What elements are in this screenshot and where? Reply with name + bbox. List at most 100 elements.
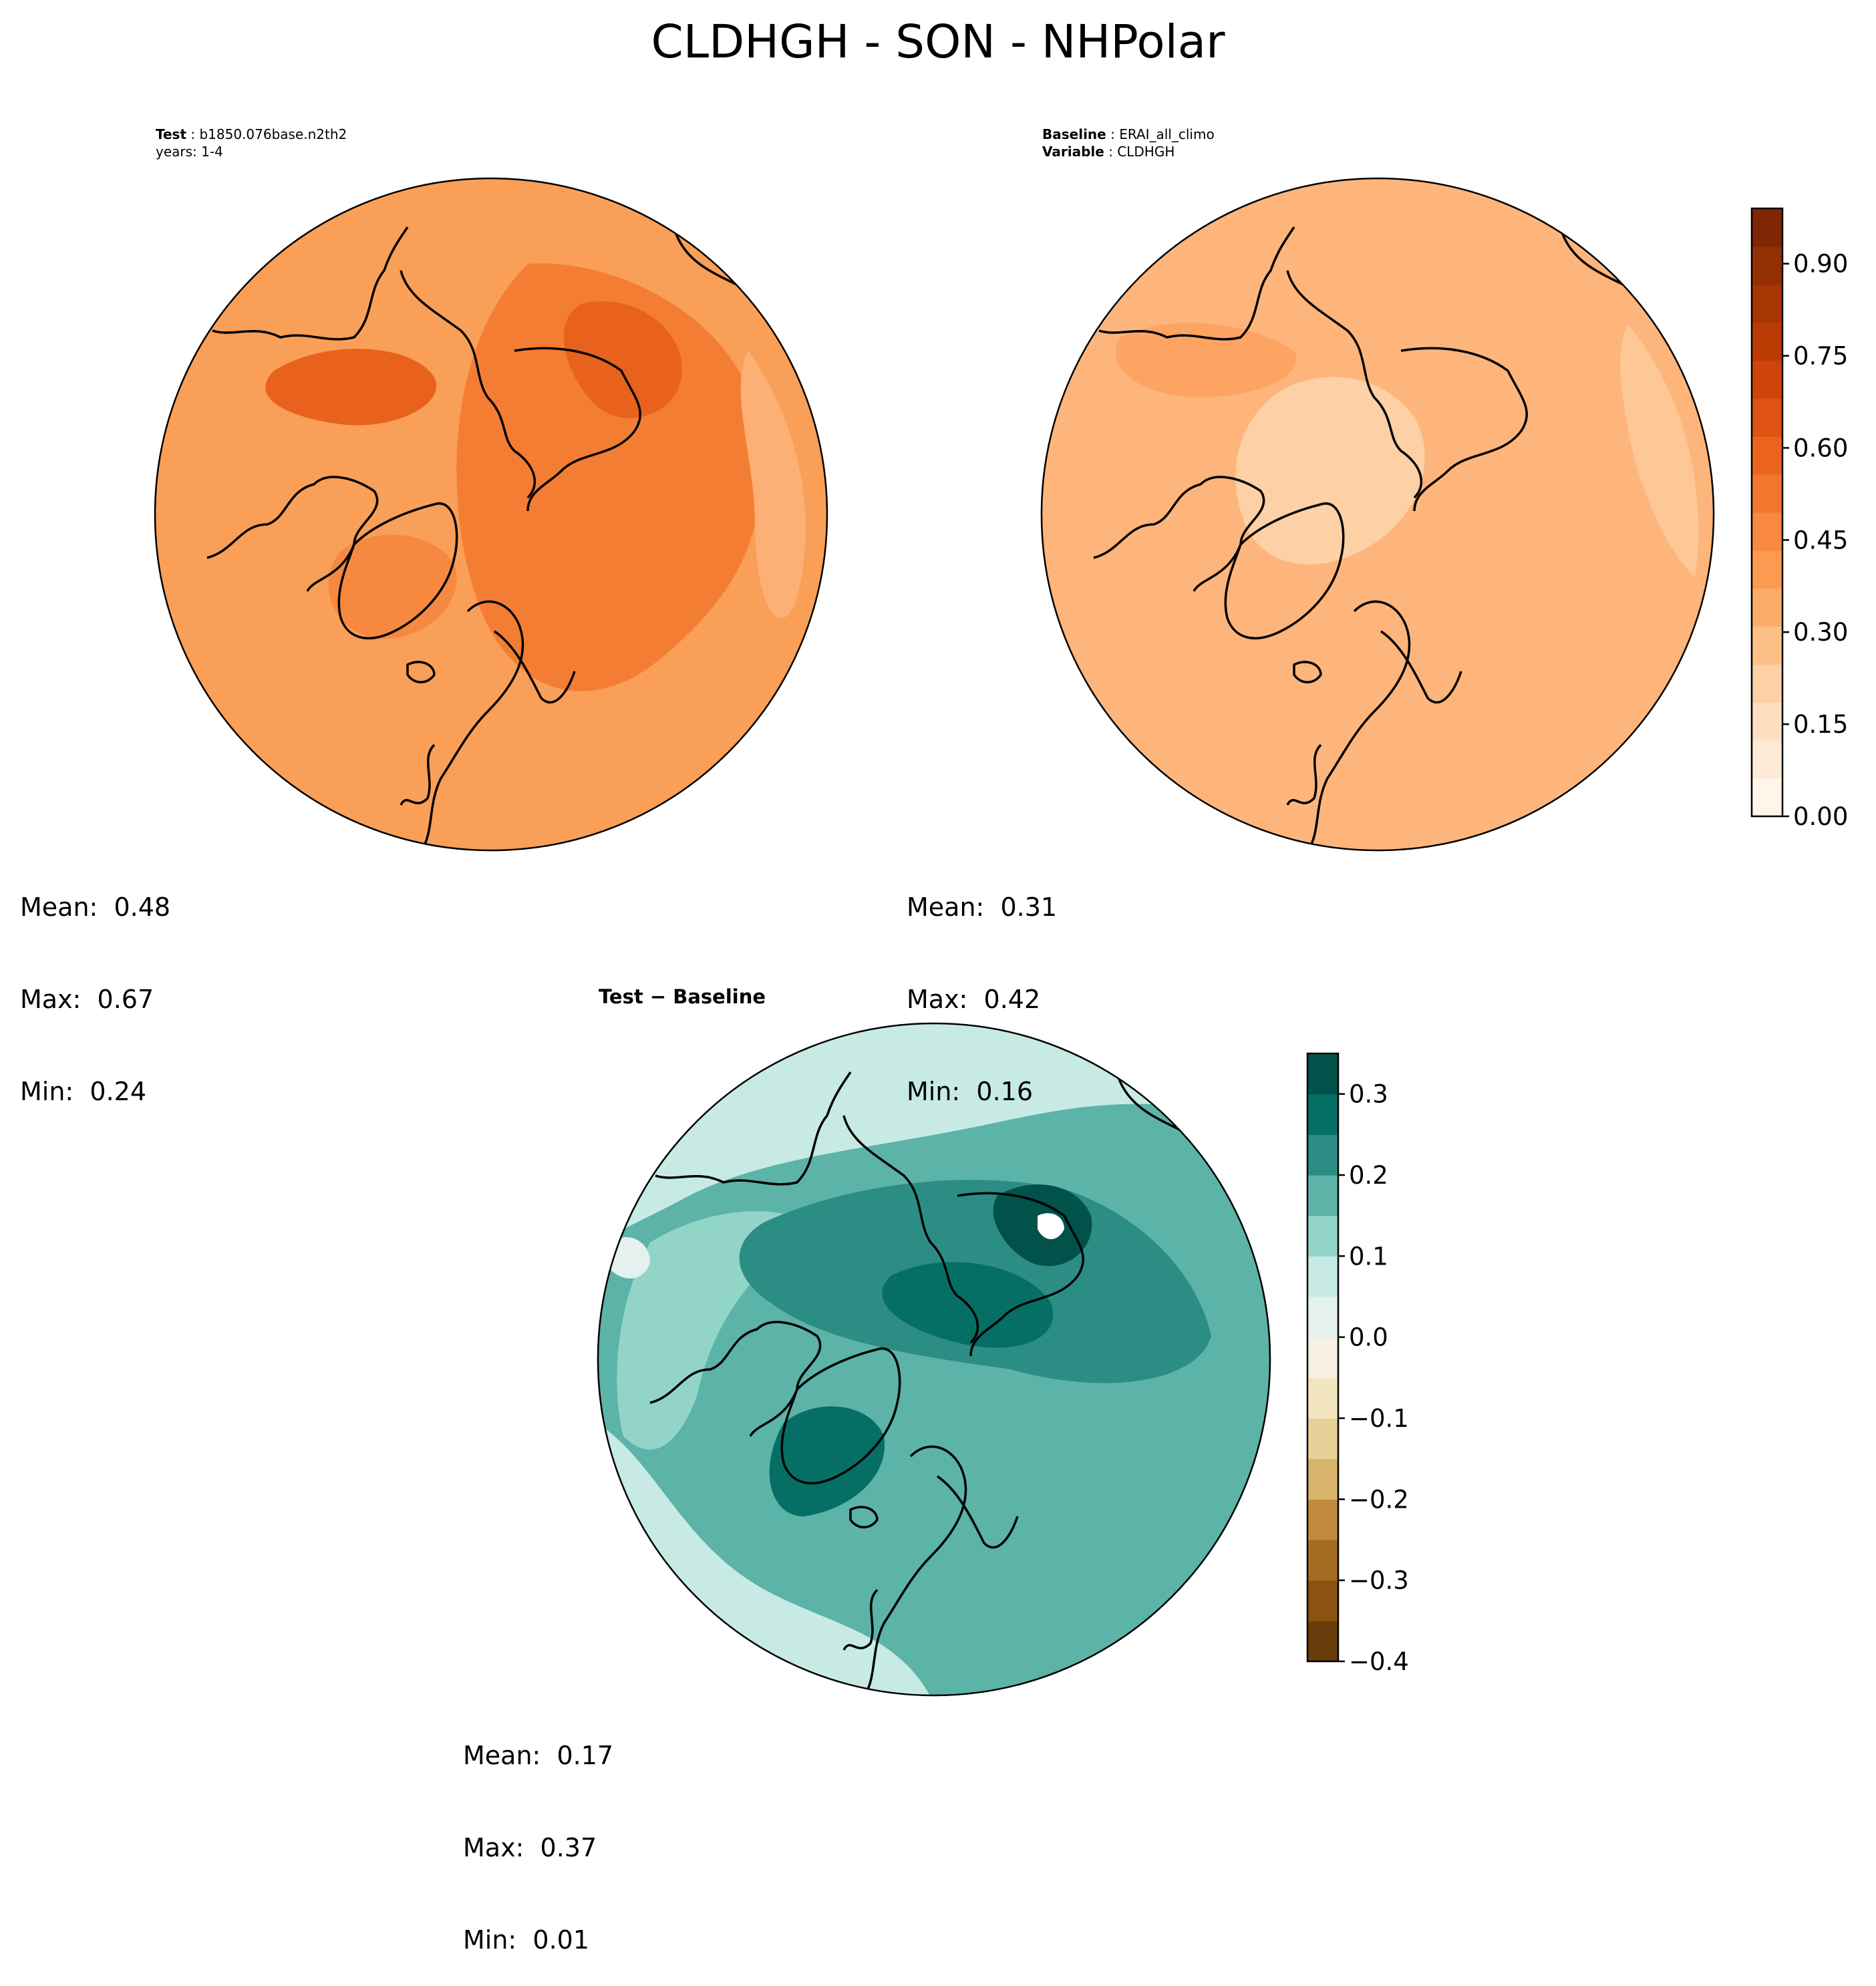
diff-colorbar-color-14 bbox=[1307, 1053, 1338, 1095]
test-stats: Mean: 0.48 Max: 0.67 Min: 0.24 bbox=[20, 830, 170, 1138]
test-region-edge-light bbox=[740, 351, 806, 619]
baseline-max: Max: 0.42 bbox=[907, 985, 1041, 1014]
diff-region-blank bbox=[1038, 1213, 1064, 1239]
main-colorbar-color-4 bbox=[1752, 626, 1782, 665]
main-colorbar-tick-label-6: 0.90 bbox=[1793, 250, 1848, 279]
diff-region-outer-mid bbox=[617, 1211, 810, 1450]
diff-colorbar-color-11 bbox=[1307, 1175, 1338, 1216]
test-map-border bbox=[154, 177, 828, 852]
main-colorbar-tick-label-1: 0.15 bbox=[1793, 710, 1848, 739]
variable-label: Variable bbox=[1042, 144, 1104, 160]
diff-coast-europe bbox=[863, 1445, 967, 1695]
main-colorbar-color-9 bbox=[1752, 436, 1782, 475]
baseline-name: ERAI_all_climo bbox=[1119, 126, 1215, 142]
main-colorbar-color-5 bbox=[1752, 588, 1782, 627]
baseline-region-edge-light bbox=[1620, 324, 1699, 578]
diff-region-outer-light bbox=[598, 1023, 1270, 1243]
figure-title: CLDHGH - SON - NHPolar bbox=[651, 15, 1225, 69]
diff-colorbar-tick-label-1: −0.3 bbox=[1349, 1566, 1409, 1595]
baseline-mean: Mean: 0.31 bbox=[907, 892, 1058, 922]
baseline-coast-alaska bbox=[1098, 226, 1295, 341]
diff-map-border bbox=[597, 1022, 1271, 1697]
diff-colorbar-color-7 bbox=[1307, 1337, 1338, 1378]
test-coast-scandinavia bbox=[494, 630, 576, 704]
diff-colorbar-tick-label-4: 0.0 bbox=[1349, 1323, 1388, 1352]
diff-coast-greenland bbox=[780, 1347, 901, 1485]
test-coast-greenland bbox=[337, 502, 458, 640]
baseline-coast-uk bbox=[1286, 743, 1322, 806]
main-colorbar-tick-label-3: 0.45 bbox=[1793, 526, 1848, 554]
baseline-min: Min: 0.16 bbox=[907, 1077, 1033, 1106]
main-colorbar-color-8 bbox=[1752, 474, 1782, 513]
diff-colorbar-color-6 bbox=[1307, 1377, 1338, 1419]
diff-colorbar-tick-label-5: 0.1 bbox=[1349, 1242, 1388, 1271]
diff-region-near-zero bbox=[610, 1236, 650, 1279]
main-colorbar-color-1 bbox=[1752, 740, 1782, 779]
main-colorbar-color-3 bbox=[1752, 664, 1782, 703]
main-colorbar-color-6 bbox=[1752, 550, 1782, 589]
main-colorbar-tick-label-2: 0.30 bbox=[1793, 618, 1848, 647]
test-region-greenland bbox=[328, 534, 457, 639]
variable-name: CLDHGH bbox=[1117, 144, 1175, 160]
diff-colorbar-color-5 bbox=[1307, 1418, 1338, 1460]
diff-colorbar-tick-label-2: −0.2 bbox=[1349, 1485, 1409, 1514]
test-coast-alaska bbox=[212, 226, 409, 341]
diff-colorbar-color-3 bbox=[1307, 1499, 1338, 1540]
baseline-coast-siberia bbox=[1400, 347, 1528, 512]
test-coast-canada bbox=[400, 270, 536, 499]
diff-colorbar-border bbox=[1306, 1052, 1340, 1663]
diff-coast-scandinavia bbox=[937, 1475, 1019, 1549]
baseline-coast-iceland bbox=[1293, 661, 1322, 683]
test-coast-uk bbox=[400, 743, 436, 806]
main-colorbar-tick-label-0: 0.00 bbox=[1793, 802, 1848, 831]
test-region-pacific-core bbox=[563, 301, 682, 418]
diff-coast-canada bbox=[842, 1115, 979, 1344]
main-colorbar-border bbox=[1750, 207, 1784, 818]
test-coast-siberia bbox=[514, 347, 641, 512]
diff-coast-siberia bbox=[957, 1192, 1084, 1357]
baseline-coast-canada bbox=[1286, 270, 1422, 499]
diff-colorbar-color-1 bbox=[1307, 1580, 1338, 1621]
diff-map bbox=[597, 1022, 1271, 1697]
diff-colorbar-tick-label-3: −0.1 bbox=[1349, 1404, 1409, 1433]
main-colorbar: 0.00 0.15 0.30 0.45 0.60 0.75 0.90 bbox=[1750, 207, 1848, 831]
main-colorbar-color-14 bbox=[1752, 246, 1782, 285]
baseline-coast-europe bbox=[1306, 600, 1411, 850]
baseline-label: Baseline bbox=[1042, 126, 1106, 142]
main-colorbar-color-2 bbox=[1752, 702, 1782, 741]
main-colorbar-tick-label-4: 0.60 bbox=[1793, 434, 1848, 462]
test-map bbox=[154, 177, 828, 852]
diff-coast-uk bbox=[842, 1589, 879, 1651]
diff-colorbar: −0.4 −0.3 −0.2 −0.1 0.0 0.1 0.2 0.3 bbox=[1306, 1052, 1409, 1676]
diff-colorbar-tick-label-7: 0.3 bbox=[1349, 1080, 1388, 1109]
main-colorbar-color-10 bbox=[1752, 398, 1782, 437]
main-colorbar-color-15 bbox=[1752, 208, 1782, 247]
main-colorbar-color-7 bbox=[1752, 512, 1782, 551]
baseline-coast-greenland bbox=[1224, 502, 1345, 640]
main-colorbar-color-12 bbox=[1752, 322, 1782, 361]
diff-colorbar-color-0 bbox=[1307, 1621, 1338, 1662]
diff-min: Min: 0.01 bbox=[463, 1925, 589, 1955]
baseline-panel-title: Baseline : ERAI_all_climo Variable : CLD… bbox=[1042, 126, 1215, 160]
diff-colorbar-color-8 bbox=[1307, 1297, 1338, 1338]
test-mean: Mean: 0.48 bbox=[20, 892, 171, 922]
diff-max: Max: 0.37 bbox=[463, 1833, 597, 1862]
baseline-map bbox=[1040, 177, 1715, 852]
diff-coast-alaska bbox=[655, 1071, 852, 1186]
diff-colorbar-color-2 bbox=[1307, 1540, 1338, 1581]
diff-colorbar-tick-label-6: 0.2 bbox=[1349, 1161, 1388, 1190]
diff-colorbar-color-10 bbox=[1307, 1215, 1338, 1257]
main-colorbar-color-0 bbox=[1752, 778, 1782, 817]
test-region-pacific bbox=[456, 263, 761, 691]
diff-colorbar-color-13 bbox=[1307, 1094, 1338, 1135]
diff-region-greenland bbox=[769, 1406, 885, 1516]
diff-colorbar-color-12 bbox=[1307, 1134, 1338, 1176]
test-coast-europe bbox=[420, 600, 524, 850]
test-region-atlantic-core bbox=[265, 349, 437, 426]
diff-panel-title: Test − Baseline bbox=[599, 985, 766, 1008]
main-colorbar-color-11 bbox=[1752, 360, 1782, 399]
diff-colorbar-color-4 bbox=[1307, 1458, 1338, 1500]
main-colorbar-color-13 bbox=[1752, 284, 1782, 323]
diff-colorbar-color-9 bbox=[1307, 1256, 1338, 1297]
test-panel-title: Test : b1850.076base.n2th2 years: 1-4 bbox=[156, 126, 347, 160]
